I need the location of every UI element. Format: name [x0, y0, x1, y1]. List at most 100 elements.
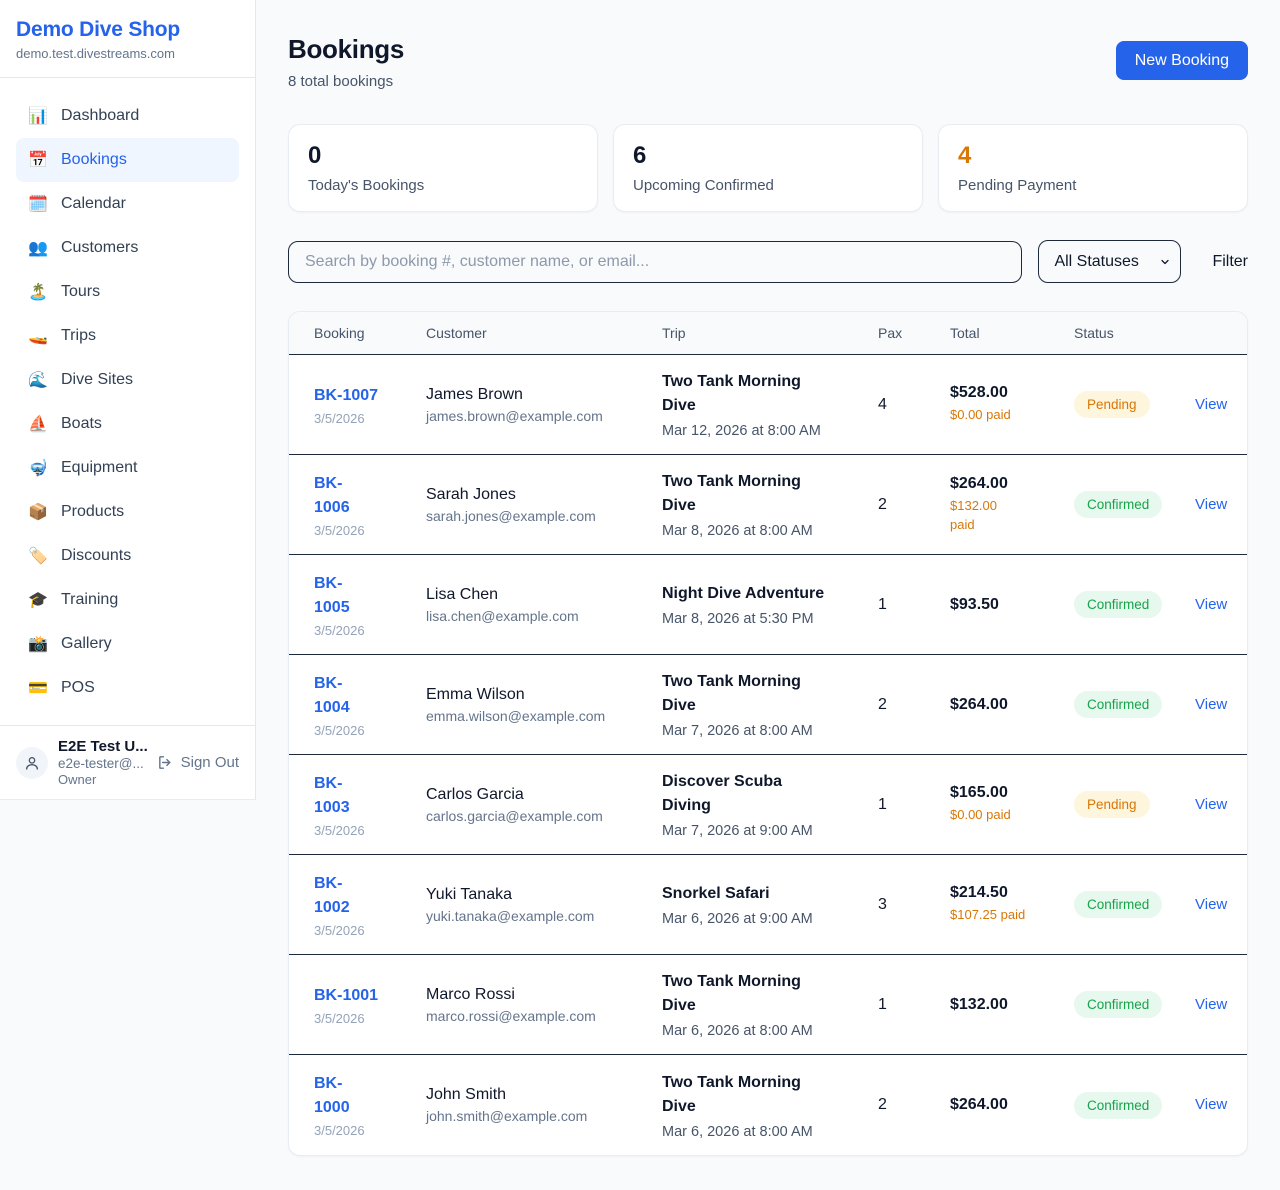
status-badge: Pending: [1074, 391, 1150, 418]
total-cell: $165.00 $0.00 paid: [950, 784, 1074, 824]
trip-cell: Night Dive Adventure Mar 8, 2026 at 5:30…: [662, 582, 878, 627]
trip-name: Two Tank Morning Dive: [662, 973, 801, 1014]
user-email: e2e-tester@...: [58, 756, 144, 771]
booking-cell: BK- 1006 3/5/2026: [314, 472, 426, 538]
status-cell: Pending: [1074, 391, 1195, 418]
total-amount: $93.50: [950, 595, 999, 613]
total-cell: $264.00 $132.00 paid: [950, 475, 1074, 533]
sidebar-item-dashboard[interactable]: 📊 Dashboard: [16, 94, 239, 138]
user-meta: E2E Test U... e2e-tester@... Owner: [58, 738, 148, 787]
sidebar-item-calendar[interactable]: 🗓️ Calendar: [16, 182, 239, 226]
pax-cell: 2: [878, 495, 887, 513]
table-row: BK-1007 3/5/2026 James Brown james.brown…: [289, 355, 1247, 455]
customer-name: John Smith: [426, 1086, 507, 1103]
sidebar-item-gallery[interactable]: 📸 Gallery: [16, 622, 239, 666]
status-badge: Confirmed: [1074, 891, 1163, 918]
view-link[interactable]: View: [1195, 895, 1228, 913]
sidebar-item-customers[interactable]: 👥 Customers: [16, 226, 239, 270]
sidebar-item-boats[interactable]: ⛵ Boats: [16, 402, 239, 446]
user-name: E2E Test U...: [58, 738, 148, 755]
total-cell: $214.50 $107.25 paid: [950, 884, 1074, 924]
sidebar-item-bookings[interactable]: 📅 Bookings: [16, 138, 239, 182]
search-input[interactable]: [288, 240, 1023, 283]
calendar-icon: 🗓️: [28, 196, 48, 213]
actions-cell: View: [1195, 596, 1227, 614]
total-cell: $132.00: [950, 996, 1074, 1014]
booking-date: 3/5/2026: [314, 822, 365, 838]
booking-number-link[interactable]: BK- 1000: [314, 1075, 350, 1116]
stat-label: Upcoming Confirmed: [633, 177, 774, 194]
view-link[interactable]: View: [1195, 795, 1228, 813]
booking-date: 3/5/2026: [314, 1010, 365, 1026]
sidebar-item-label: Equipment: [61, 459, 138, 476]
paid-amount: $107.25 paid: [950, 907, 1026, 923]
column-header-customer: Customer: [426, 325, 487, 341]
trip-name: Two Tank Morning Dive: [662, 673, 801, 714]
paid-amount: $0.00 paid: [950, 807, 1011, 823]
booking-number-link[interactable]: BK-1007: [314, 386, 379, 404]
filter-button[interactable]: Filter: [1212, 252, 1248, 270]
view-link[interactable]: View: [1195, 995, 1228, 1013]
pos-icon: 💳: [28, 680, 48, 697]
paid-amount: $0.00 paid: [950, 407, 1011, 423]
sidebar-item-equipment[interactable]: 🤿 Equipment: [16, 446, 239, 490]
sidebar-item-products[interactable]: 📦 Products: [16, 490, 239, 534]
booking-cell: BK- 1003 3/5/2026: [314, 772, 426, 838]
trip-datetime: Mar 6, 2026 at 9:00 AM: [662, 911, 813, 927]
trip-name: Two Tank Morning Dive: [662, 373, 801, 414]
stat-label: Pending Payment: [958, 177, 1077, 194]
user-section: E2E Test U... e2e-tester@... Owner Sign …: [0, 725, 255, 799]
page-subtitle: 8 total bookings: [288, 73, 394, 90]
total-cell: $264.00: [950, 1096, 1074, 1114]
booking-number-link[interactable]: BK- 1004: [314, 674, 350, 716]
customer-email: marco.rossi@example.com: [426, 1007, 596, 1024]
booking-number-link[interactable]: BK- 1002: [314, 874, 350, 916]
sign-out-label: Sign Out: [180, 754, 239, 771]
booking-date: 3/5/2026: [314, 722, 365, 738]
sidebar-item-discounts[interactable]: 🏷️ Discounts: [16, 534, 239, 578]
customer-cell: Sarah Jones sarah.jones@example.com: [426, 486, 662, 524]
status-badge: Pending: [1074, 791, 1150, 818]
customer-email: emma.wilson@example.com: [426, 707, 606, 724]
view-link[interactable]: View: [1195, 595, 1228, 613]
booking-number-link[interactable]: BK- 1006: [314, 474, 350, 516]
trip-datetime: Mar 8, 2026 at 5:30 PM: [662, 611, 814, 627]
customer-cell: Carlos Garcia carlos.garcia@example.com: [426, 786, 662, 824]
sidebar-item-label: Dashboard: [61, 107, 140, 124]
page-title: Bookings: [288, 34, 405, 64]
customer-email: carlos.garcia@example.com: [426, 807, 603, 824]
table-row: BK- 1003 3/5/2026 Carlos Garcia carlos.g…: [289, 755, 1247, 855]
view-link[interactable]: View: [1195, 495, 1228, 513]
booking-number-link[interactable]: BK- 1003: [314, 774, 350, 816]
sidebar-item-trips[interactable]: 🚤 Trips: [16, 314, 239, 358]
table-header-row: Booking Customer Trip Pax Total Status: [289, 312, 1247, 355]
total-amount: $165.00: [950, 784, 1008, 802]
booking-number-link[interactable]: BK- 1005: [314, 574, 350, 616]
trip-name: Two Tank Morning Dive: [662, 1073, 801, 1115]
column-header-pax: Pax: [878, 325, 903, 341]
new-booking-button[interactable]: New Booking: [1115, 41, 1248, 80]
view-link[interactable]: View: [1195, 695, 1228, 713]
booking-number-link[interactable]: BK-1001: [314, 986, 379, 1004]
view-link[interactable]: View: [1195, 395, 1228, 413]
sidebar-item-training[interactable]: 🎓 Training: [16, 578, 239, 622]
trip-cell: Two Tank Morning Dive Mar 12, 2026 at 8:…: [662, 370, 878, 439]
sidebar-item-label: Products: [61, 503, 125, 520]
tours-icon: 🏝️: [28, 284, 48, 301]
status-cell: Pending: [1074, 791, 1195, 818]
view-link[interactable]: View: [1195, 1096, 1228, 1113]
customer-email: sarah.jones@example.com: [426, 507, 596, 524]
actions-cell: View: [1195, 1096, 1227, 1114]
total-amount: $528.00: [950, 384, 1008, 402]
sidebar-item-pos[interactable]: 💳 POS: [16, 666, 239, 710]
customer-cell: Lisa Chen lisa.chen@example.com: [426, 586, 662, 624]
status-cell: Confirmed: [1074, 1091, 1195, 1119]
sidebar-item-dive-sites[interactable]: 🌊 Dive Sites: [16, 358, 239, 402]
trip-cell: Two Tank Morning Dive Mar 7, 2026 at 8:0…: [662, 670, 878, 739]
customers-icon: 👥: [28, 240, 48, 257]
sidebar-nav: 📊 Dashboard 📅 Bookings 🗓️ Calendar 👥 Customers 🏝…: [0, 78, 255, 725]
sidebar-item-tours[interactable]: 🏝️ Tours: [16, 270, 239, 314]
customer-email: yuki.tanaka@example.com: [426, 907, 595, 924]
status-filter-select[interactable]: All Statuses: [1038, 240, 1182, 283]
sign-out-button[interactable]: Sign Out: [157, 754, 239, 771]
